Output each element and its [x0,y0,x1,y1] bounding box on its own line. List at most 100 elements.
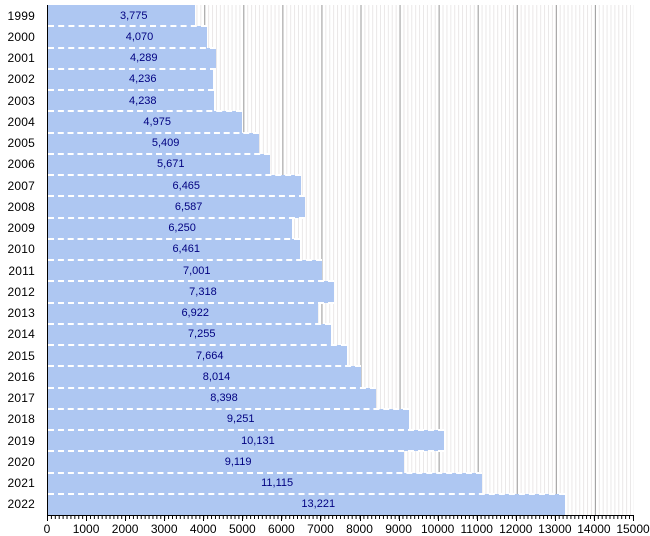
bar-2001: 4,289 [48,47,216,69]
bar-2006: 5,671 [48,153,270,175]
bar-separator [48,365,362,368]
y-axis-label-2011: 2011 [8,263,35,278]
y-axis-label-2022: 2022 [7,497,35,512]
y-axis-label-1999: 1999 [7,8,35,23]
bar-separator [48,386,377,389]
y-axis-label-2013: 2013 [7,306,35,321]
bar-row-2003: 4,238 [48,89,634,112]
bar-row-2017: 8,398 [48,386,634,409]
bar-separator [48,259,322,261]
bar-row-2000: 4,070 [48,25,634,48]
bar-row-2010: 6,461 [48,237,634,260]
bar-value-label-1999: 3,775 [119,9,148,22]
bar-row-2004: 4,975 [48,110,634,133]
bar-2022: 13,221 [48,493,565,515]
x-axis-major-tick-9000 [398,516,400,521]
y-axis-label-2018: 2018 [7,412,35,427]
bar-value-label-2002: 4,236 [128,73,157,86]
x-axis-major-tick-14000 [593,516,595,521]
x-axis-tick-label-7000: 7000 [307,522,334,536]
bar-value-label-2018: 9,251 [226,413,255,426]
bar-value-label-2021: 11,115 [261,477,294,490]
bar-2010: 6,461 [48,238,301,260]
x-axis-major-tick-8000 [359,516,361,521]
bar-value-label-2004: 4,975 [143,115,171,128]
bar-row-2012: 7,318 [48,280,634,303]
bar-value-label-2008: 6,587 [174,200,203,213]
bar-2021: 11,115 [48,472,483,494]
bar-2004: 4,975 [48,111,243,133]
x-axis-major-tick-1000 [86,516,88,521]
y-axis-label-2015: 2015 [7,348,35,363]
bar-separator [48,131,260,134]
y-axis-label-2002: 2002 [7,72,35,87]
x-axis-tick-label-13000: 13000 [538,522,572,536]
bar-value-label-2009: 6,250 [168,222,196,235]
bar-2017: 8,398 [48,387,377,409]
bar-row-2020: 9,119 [48,450,634,473]
x-axis-major-tick-11000 [476,516,478,521]
bar-value-label-2013: 6,922 [181,307,209,320]
y-axis-label-2012: 2012 [7,284,35,299]
y-axis-label-2004: 2004 [7,114,35,129]
bar-value-label-2017: 8,398 [210,392,238,405]
x-axis-tick-label-6000: 6000 [268,522,295,536]
bar-separator [48,67,216,70]
bar-separator [48,174,301,176]
bar-row-2006: 5,671 [48,152,634,175]
bar-2011: 7,001 [48,260,322,282]
x-axis-major-tick-15000 [633,516,634,521]
y-axis-labels: 1999 2000 2001 2002 2003 2004 2005 2006 2007 2008… [0,5,41,515]
bar-value-label-2019: 10,131 [241,434,275,447]
x-axis-major-tick-0 [47,516,48,521]
bar-separator [48,280,334,283]
bar-separator [48,89,214,91]
bars-layer: 3,775 4,070 4,289 4,236 4,238 4,975 5,409 5,671… [48,5,634,515]
x-axis-major-tick-4000 [203,516,205,521]
bar-value-label-2014: 7,255 [187,328,216,341]
bar-2002: 4,236 [48,68,214,90]
x-axis-tick-label-2000: 2000 [111,522,139,536]
bar-value-label-2010: 6,461 [172,243,200,256]
bar-value-label-2012: 7,318 [189,285,217,298]
y-axis-label-2010: 2010 [7,242,35,257]
x-axis-major-tick-10000 [437,516,439,521]
bar-2000: 4,070 [48,26,207,48]
bar-value-label-2011: 7,001 [182,264,211,277]
x-axis-major-tick-5000 [242,516,244,521]
bar-2008: 6,587 [48,196,306,218]
x-axis-tick-label-1000: 1000 [72,522,100,536]
y-axis-label-2001: 2001 [7,51,35,66]
y-axis-label-2007: 2007 [7,178,35,193]
bar-row-2019: 10,131 [48,429,634,452]
bar-2016: 8,014 [48,366,362,388]
bar-separator [48,344,348,346]
bar-2015: 7,664 [48,345,348,367]
bar-separator [48,237,301,240]
bar-2013: 6,922 [48,302,319,324]
y-axis-label-2000: 2000 [7,29,35,44]
bar-separator [48,301,334,304]
bar-2019: 10,131 [48,430,444,452]
y-axis-label-2005: 2005 [7,136,35,151]
bar-value-label-2000: 4,070 [125,30,154,43]
bar-separator [48,216,306,219]
bar-row-2007: 6,465 [48,174,634,197]
x-axis-tick-label-5000: 5000 [228,522,256,536]
bar-2003: 4,238 [48,90,214,112]
bar-value-label-2001: 4,289 [130,52,158,65]
bar-2018: 9,251 [48,408,410,430]
x-axis-tick-label-0: 0 [43,522,51,536]
x-axis-major-tick-7000 [320,516,322,521]
x-axis-tick-label-4000: 4000 [189,522,217,536]
bar-row-2021: 11,115 [48,471,634,494]
bar-separator [48,25,207,28]
y-axis-label-2021: 2021 [7,476,35,491]
bar-row-2016: 8,014 [48,365,634,388]
bar-2014: 7,255 [48,323,332,345]
bar-separator [48,492,565,495]
bar-2005: 5,409 [48,132,260,154]
bar-row-2005: 5,409 [48,131,634,154]
bar-value-label-2005: 5,409 [151,137,180,150]
